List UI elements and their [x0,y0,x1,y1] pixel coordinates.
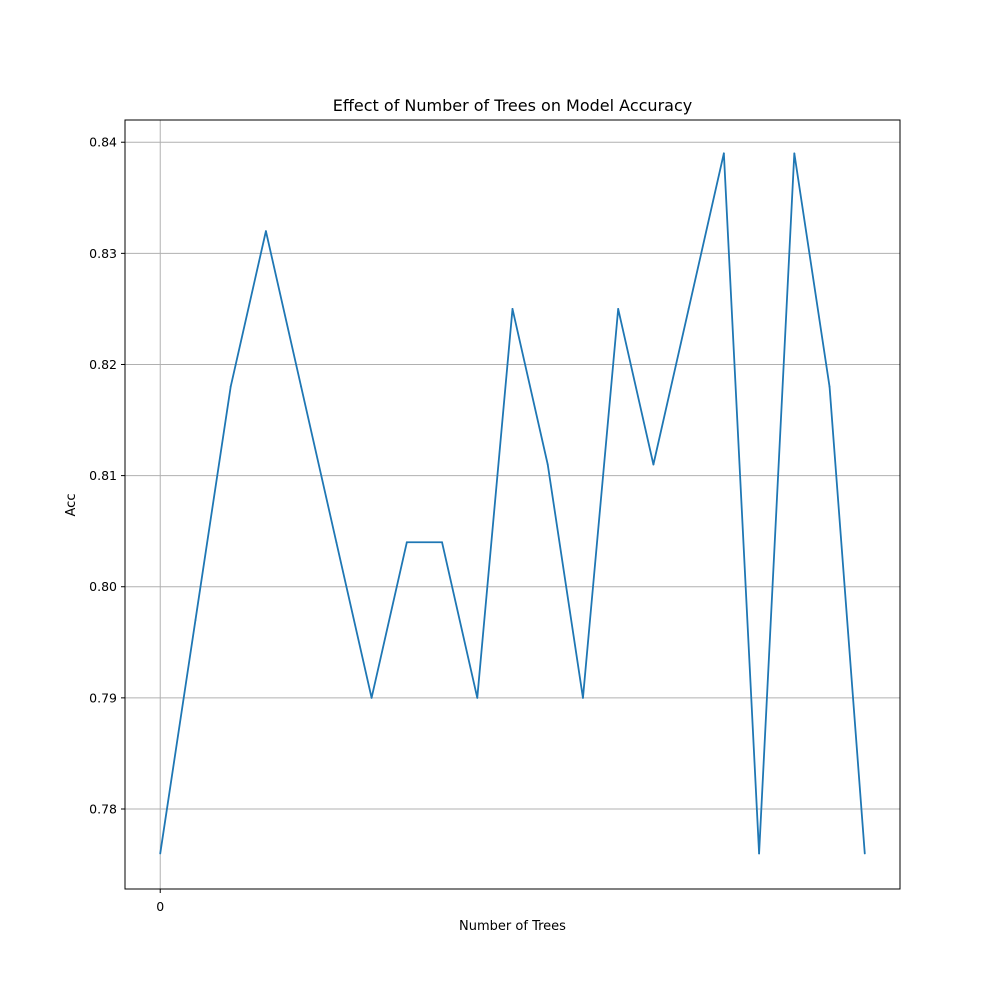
data-point [863,852,866,855]
y-tick-label: 0.81 [89,468,117,483]
data-point [722,152,725,155]
data-point [687,308,690,310]
x-tick-label: 0 [156,899,164,914]
data-point [335,541,338,544]
data-point [617,308,620,310]
y-axis-label: Acc [64,494,79,517]
data-point [652,463,655,466]
y-tick-label: 0.78 [89,801,117,816]
x-axis-label: Number of Trees [459,919,566,934]
chart-title: Effect of Number of Trees on Model Accur… [333,96,692,115]
data-point [546,463,549,466]
y-tick-label: 0.83 [89,246,117,261]
data-point [265,230,267,233]
data-point [511,308,514,310]
data-point [441,541,443,544]
data-point [793,152,796,155]
data-point [300,385,303,388]
data-point [828,385,831,388]
data-point [405,541,408,544]
series-layer [159,152,866,855]
y-tick-label: 0.84 [89,135,117,150]
x-axis-ticks: 0 [156,889,164,914]
grid-lines [125,120,900,889]
y-tick-label: 0.82 [89,357,117,372]
data-point [582,696,584,699]
data-point [229,385,232,388]
data-point [476,696,479,699]
y-tick-label: 0.80 [89,579,117,594]
plot-frame [124,119,901,890]
data-point [370,696,373,699]
y-axis-ticks: 0.78 0.79 0.80 0.81 0.82 0.83 0.84 [89,135,125,816]
data-point [159,852,162,855]
data-point [758,852,760,855]
y-tick-label: 0.79 [89,690,117,705]
data-point [194,619,197,621]
